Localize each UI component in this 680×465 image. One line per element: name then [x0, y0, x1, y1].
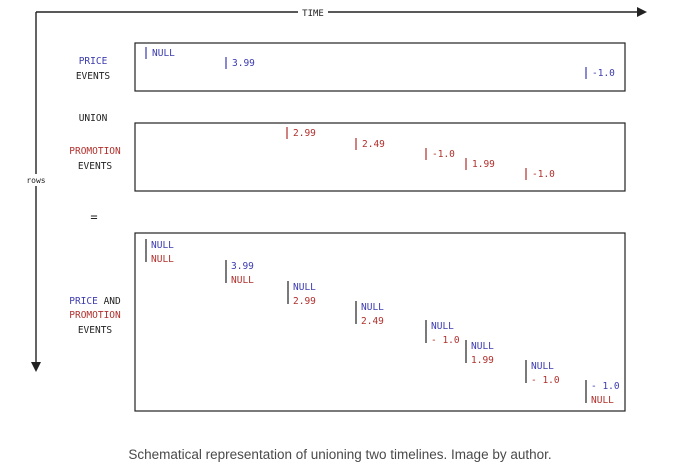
price-event: 3.99 — [225, 57, 255, 69]
promotion-event: -1.0 — [525, 168, 555, 180]
promotion-events-box — [134, 122, 626, 192]
promotion-event: 1.99 — [465, 158, 495, 170]
combined-price-value: NULL — [151, 240, 174, 251]
combined-price-value: NULL — [471, 341, 494, 352]
combined-price-value: NULL — [293, 282, 316, 293]
combined-promotion-value: - 1.0 — [531, 375, 560, 386]
price-events-label-events: EVENTS — [76, 71, 111, 82]
promotion-events-label-events: EVENTS — [78, 161, 113, 172]
promotion-event: 2.99 — [286, 127, 316, 139]
combined-promotion-value: 1.99 — [471, 355, 494, 366]
combined-promotion-value: 2.99 — [293, 296, 316, 307]
price-value: -1.0 — [592, 68, 615, 79]
combined-row: NULL 2.49 — [355, 301, 384, 327]
promotion-value: 1.99 — [472, 159, 495, 170]
equals-sign: = — [90, 210, 97, 224]
price-events-label-price: PRICE — [79, 56, 108, 67]
combined-row: NULL 2.99 — [287, 281, 316, 307]
rows-axis-label: rows — [26, 176, 45, 185]
combined-label-and: AND — [104, 296, 121, 307]
combined-row: NULL NULL — [145, 239, 174, 265]
price-value: 3.99 — [232, 58, 255, 69]
combined-price-value: NULL — [431, 321, 454, 332]
promotion-value: -1.0 — [432, 149, 455, 160]
promotion-value: 2.49 — [362, 139, 385, 150]
combined-price-value: NULL — [361, 302, 384, 313]
promotion-value: -1.0 — [532, 169, 555, 180]
promotion-event: -1.0 — [425, 148, 455, 160]
price-value: NULL — [152, 48, 175, 59]
combined-promotion-value: NULL — [591, 395, 614, 406]
promotion-events-marks: 2.99 2.49 -1.0 1.99 -1.0 — [286, 127, 555, 180]
combined-label-events: EVENTS — [78, 325, 113, 336]
combined-row: 3.99 NULL — [225, 260, 254, 286]
combined-label-line1: PRICE AND — [69, 296, 121, 307]
promotion-events-label-promotion: PROMOTION — [69, 146, 121, 157]
time-axis-label: TIME — [302, 9, 324, 19]
union-label: UNION — [79, 113, 108, 124]
price-event: NULL — [145, 47, 175, 59]
price-events-box — [134, 42, 626, 92]
combined-price-value: - 1.0 — [591, 381, 620, 392]
combined-promotion-value: - 1.0 — [431, 335, 460, 346]
combined-label-promotion: PROMOTION — [69, 310, 121, 321]
combined-row: NULL 1.99 — [465, 340, 494, 366]
combined-price-value: 3.99 — [231, 261, 254, 272]
combined-promotion-value: NULL — [231, 275, 254, 286]
combined-row: NULL - 1.0 — [525, 360, 560, 386]
promotion-event: 2.49 — [355, 138, 385, 150]
combined-events-box — [134, 232, 626, 412]
caption: Schematical representation of unioning t… — [128, 447, 552, 462]
price-events-marks: NULL 3.99 -1.0 — [145, 47, 615, 79]
combined-promotion-value: 2.49 — [361, 316, 384, 327]
combined-row: NULL - 1.0 — [425, 320, 460, 346]
combined-label-price: PRICE — [69, 296, 98, 307]
promotion-value: 2.99 — [293, 128, 316, 139]
combined-promotion-value: NULL — [151, 254, 174, 265]
combined-price-value: NULL — [531, 361, 554, 372]
combined-row: - 1.0 NULL — [585, 380, 620, 406]
price-event: -1.0 — [585, 67, 615, 79]
